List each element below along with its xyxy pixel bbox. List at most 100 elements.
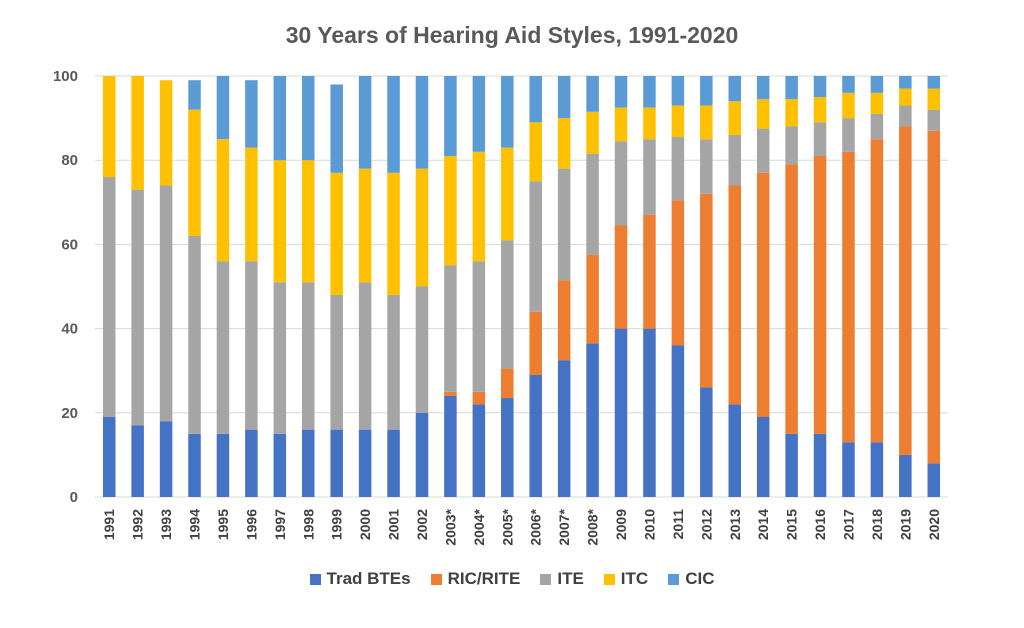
y-tick-label: 60	[61, 236, 78, 253]
x-tick-label: 2011	[670, 509, 686, 540]
bar-itc-2008-star	[586, 111, 599, 154]
x-tick-label: 1999	[329, 509, 345, 540]
bar-cic-2009	[614, 76, 628, 108]
bar-ite-1994	[188, 235, 201, 434]
bar-cic-2014	[756, 76, 770, 100]
bar-trad-btes-2019	[899, 454, 912, 497]
bar-itc-1999	[330, 172, 343, 295]
bar-itc-2020	[927, 88, 941, 110]
bar-cic-1999	[330, 84, 343, 173]
bar-ite-2008-star	[586, 153, 599, 255]
bar-itc-2003-star	[444, 155, 457, 266]
legend-swatch	[540, 573, 552, 585]
x-tick-label: 2019	[897, 509, 913, 540]
bar-itc-2006-star	[529, 122, 542, 182]
bar-cic-2006-star	[529, 76, 542, 123]
bar-itc-1998	[301, 160, 315, 283]
bar-cic-2001	[387, 76, 400, 173]
bar-cic-1995	[216, 76, 230, 140]
bar-ite-2019	[899, 105, 912, 127]
bar-cic-2019	[899, 76, 912, 89]
bar-ite-2009	[614, 141, 628, 226]
x-tick-label: 2002	[414, 509, 430, 540]
bar-itc-2002	[415, 168, 429, 287]
bar-ric-rite-2011	[671, 200, 685, 346]
x-tick-label: 1994	[187, 509, 203, 540]
bar-itc-2011	[671, 105, 685, 138]
legend-item: CIC	[668, 569, 714, 589]
bar-trad-btes-1991	[102, 417, 116, 497]
x-tick-label: 1993	[158, 509, 174, 540]
bar-ric-rite-2004-star	[472, 391, 486, 405]
bar-trad-btes-2020	[927, 463, 941, 497]
bar-itc-2005-star	[501, 147, 514, 241]
x-tick-label: 2014	[755, 509, 771, 540]
bar-trad-btes-1994	[188, 433, 201, 497]
bar-ite-2000	[358, 282, 372, 430]
bar-ric-rite-2015	[785, 164, 798, 434]
bar-itc-2016	[813, 97, 827, 123]
bar-ite-2010	[643, 139, 656, 215]
bar-ite-1995	[216, 261, 230, 434]
bar-trad-btes-2016	[813, 433, 827, 497]
bar-trad-btes-2015	[785, 433, 798, 497]
bar-trad-btes-1993	[159, 421, 173, 497]
legend-label: Trad BTEs	[326, 569, 411, 588]
legend-item: Trad BTEs	[309, 569, 411, 589]
x-tick-label: 2007*	[556, 508, 572, 545]
bar-ric-rite-2008-star	[586, 254, 599, 344]
legend-swatch	[309, 573, 321, 585]
bar-ite-1996	[245, 261, 258, 430]
bar-itc-1991	[102, 76, 116, 178]
bar-trad-btes-2014	[756, 417, 770, 497]
bar-trad-btes-2011	[671, 345, 685, 497]
bar-ric-rite-2020	[927, 130, 941, 464]
bar-ric-rite-2005-star	[501, 368, 514, 399]
bar-trad-btes-1996	[245, 429, 258, 497]
bar-itc-2001	[387, 172, 400, 295]
bar-ric-rite-2018	[870, 139, 884, 443]
bar-trad-btes-2001	[387, 429, 400, 497]
bar-cic-2013	[728, 76, 742, 102]
bar-ite-1997	[273, 282, 287, 434]
bar-cic-2020	[927, 76, 941, 89]
bar-itc-2007-star	[557, 118, 571, 169]
bar-ite-2011	[671, 137, 685, 201]
bar-itc-2014	[756, 99, 770, 129]
bar-trad-btes-2018	[870, 442, 884, 497]
gridlines	[95, 75, 948, 498]
x-tick-label: 2003*	[442, 508, 458, 545]
bar-ite-1998	[301, 282, 315, 430]
bar-cic-2016	[813, 76, 827, 98]
bar-ite-1992	[131, 189, 144, 426]
bar-trad-btes-2009	[614, 328, 628, 497]
x-tick-label: 1995	[215, 509, 231, 540]
bar-trad-btes-2012	[700, 387, 713, 497]
bar-itc-2019	[899, 88, 912, 106]
x-tick-label: 2006*	[528, 508, 544, 545]
bar-ite-2016	[813, 122, 827, 156]
bar-cic-2003-star	[444, 76, 457, 156]
y-tick-label: 80	[61, 152, 78, 169]
bar-cic-2011	[671, 76, 685, 106]
bar-cic-1997	[273, 76, 287, 161]
x-tick-label: 2018	[869, 509, 885, 540]
bar-ite-1991	[102, 177, 116, 418]
legend-swatch	[668, 573, 680, 585]
bar-trad-btes-2008-star	[586, 343, 599, 497]
bar-trad-btes-2003-star	[444, 395, 457, 497]
bar-trad-btes-2004-star	[472, 404, 486, 497]
bar-ric-rite-2003-star	[444, 391, 457, 396]
bar-ite-2007-star	[557, 168, 571, 281]
bar-itc-1996	[245, 147, 258, 262]
bar-itc-2000	[358, 168, 372, 283]
legend-item: ITE	[540, 569, 584, 589]
bar-trad-btes-1995	[216, 433, 230, 497]
x-tick-label: 2017	[840, 509, 856, 540]
bar-cic-2007-star	[557, 76, 571, 119]
bar-trad-btes-2013	[728, 404, 742, 497]
bar-trad-btes-2002	[415, 412, 429, 497]
x-tick-label: 1998	[300, 509, 316, 540]
x-tick-label: 2010	[641, 509, 657, 540]
